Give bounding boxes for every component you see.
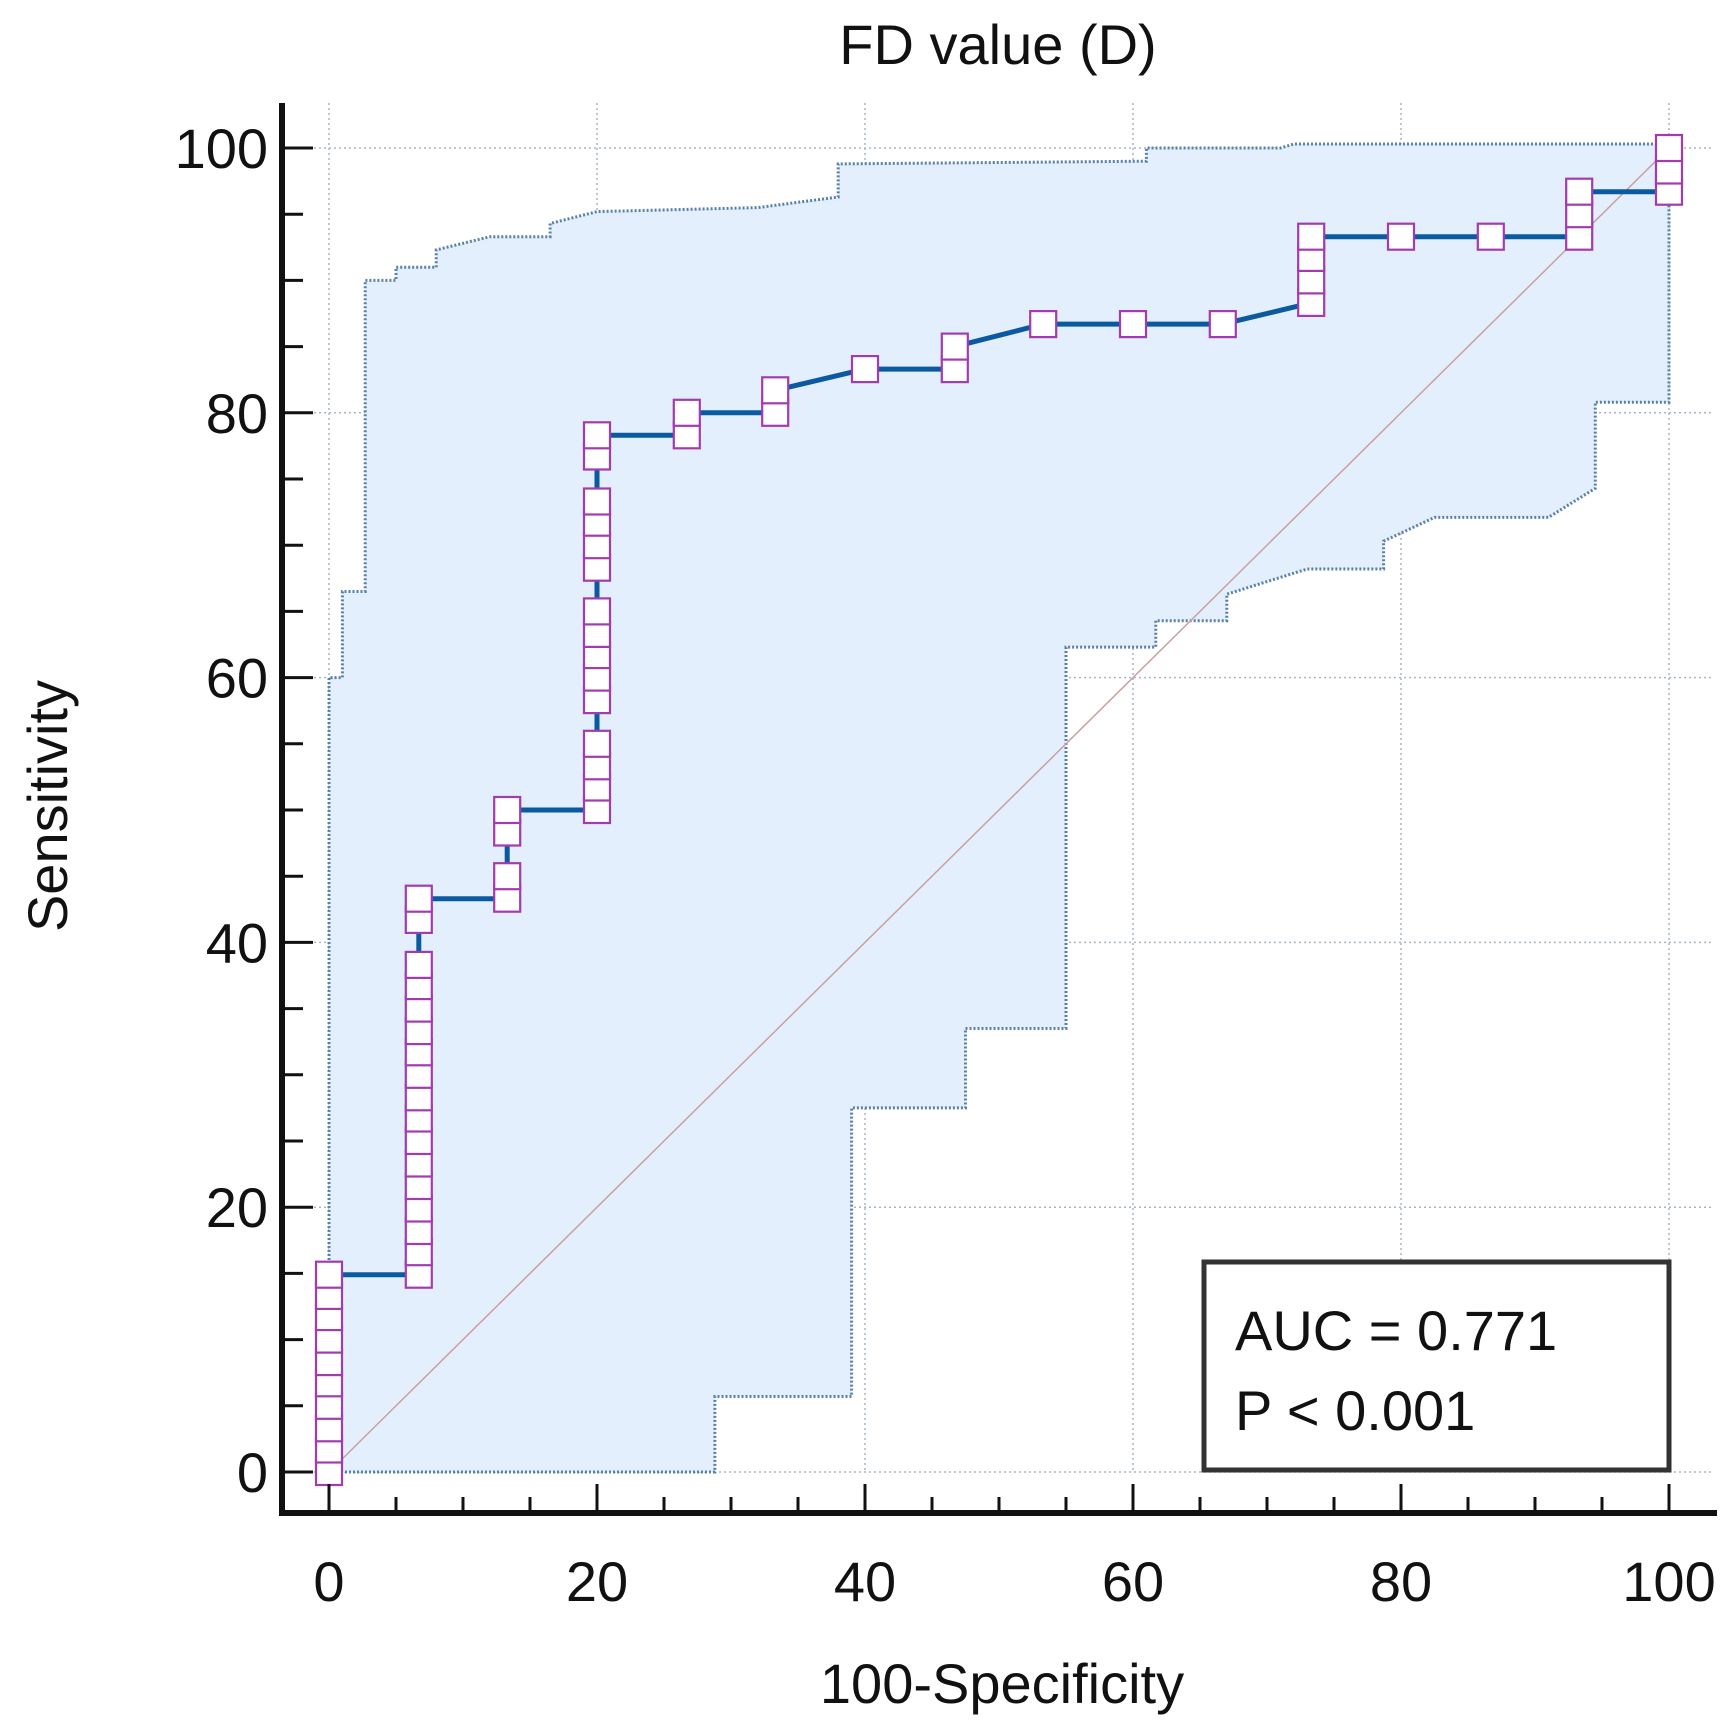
x-tick-label: 20 [566, 1550, 628, 1613]
roc-point-marker [1386, 222, 1416, 251]
diagonal-reference-line [328, 147, 1670, 1473]
roc-point-marker [672, 398, 701, 427]
roc-point-marker [850, 355, 880, 384]
roc-markers [314, 133, 1684, 1487]
roc-point-marker [1654, 133, 1684, 163]
roc-point-marker [493, 862, 522, 891]
roc-point-marker [1208, 310, 1237, 339]
ci-upper-bound [327, 142, 1669, 1472]
auc-value: AUC = 0.771 [1235, 1299, 1557, 1362]
roc-point-marker [582, 421, 612, 450]
y-tick-label: 80 [206, 382, 268, 445]
y-tick-label: 0 [237, 1441, 268, 1504]
roc-point-marker [1297, 222, 1326, 251]
roc-point-marker [940, 332, 969, 361]
roc-point-marker [582, 729, 612, 758]
y-tick-label: 100 [175, 117, 268, 180]
auc-annotation-box [1201, 1259, 1672, 1473]
roc-point-marker [582, 597, 612, 626]
roc-point-marker [1029, 310, 1058, 339]
x-tick-label: 60 [1102, 1550, 1164, 1613]
roc-point-marker [1476, 222, 1505, 251]
x-tick-labels: 0 20 40 60 80 100 [313, 1550, 1715, 1613]
reference-line [328, 147, 1670, 1473]
auc-annotation: AUC = 0.771 P < 0.001 [1201, 1259, 1672, 1473]
p-value: P < 0.001 [1235, 1379, 1475, 1442]
y-tick-label: 40 [206, 911, 268, 974]
chart-title: FD value (D) [839, 13, 1156, 76]
roc-point-marker [404, 950, 433, 980]
roc-point-marker [314, 1260, 344, 1289]
roc-point-marker [1565, 177, 1594, 206]
y-axis-label: Sensitivity [16, 680, 79, 932]
roc-point-marker [582, 487, 612, 516]
roc-point-marker [1118, 310, 1148, 339]
y-tick-label: 60 [206, 647, 268, 710]
x-axis-label: 100-Specificity [820, 1652, 1184, 1715]
y-tick-label: 20 [206, 1176, 268, 1239]
roc-point-marker [493, 795, 522, 825]
y-tick-labels: 0 20 40 60 80 100 [175, 117, 268, 1504]
roc-point-marker [404, 884, 433, 913]
x-tick-label: 0 [313, 1550, 344, 1613]
roc-point-marker [761, 376, 790, 405]
x-tick-label: 40 [834, 1550, 896, 1613]
x-tick-label: 100 [1622, 1550, 1715, 1613]
x-tick-label: 80 [1370, 1550, 1432, 1613]
axes [279, 103, 1717, 1516]
